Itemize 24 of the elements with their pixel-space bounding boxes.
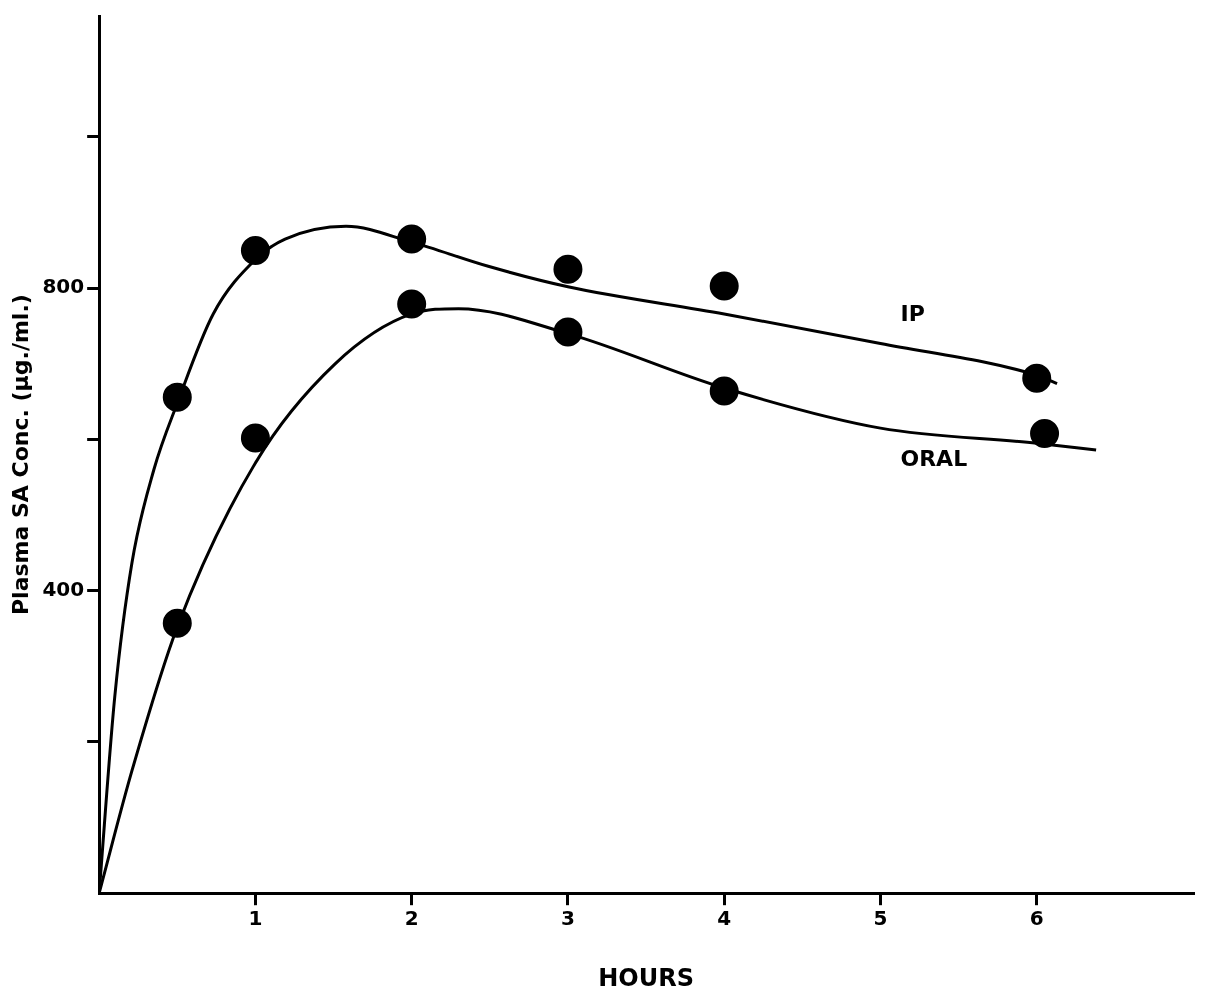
- point: [553, 254, 583, 284]
- point: [553, 317, 583, 347]
- point: [240, 423, 270, 453]
- y-tick-label: 800: [42, 274, 85, 299]
- y-axis-title: Plasma SA Conc. (µg./ml.): [7, 294, 33, 616]
- point: [397, 289, 427, 319]
- x-tick-label: 5: [873, 906, 888, 931]
- x-tick-label: 6: [1029, 906, 1044, 931]
- x-tick-label: 2: [404, 906, 419, 931]
- point: [397, 224, 427, 254]
- series-label: IP: [900, 301, 925, 327]
- x-tick-label: 4: [717, 906, 732, 931]
- point: [709, 271, 739, 301]
- x-axis-title: HOURS: [598, 963, 694, 992]
- point: [162, 382, 192, 412]
- x-tick-label: 3: [560, 906, 575, 931]
- point: [162, 608, 192, 638]
- y-tick-label: 400: [42, 576, 85, 601]
- point: [240, 235, 270, 265]
- point: [1022, 363, 1052, 393]
- x-tick-label: 1: [248, 906, 263, 931]
- series-label: ORAL: [900, 445, 968, 471]
- point: [1030, 418, 1060, 448]
- point: [709, 376, 739, 406]
